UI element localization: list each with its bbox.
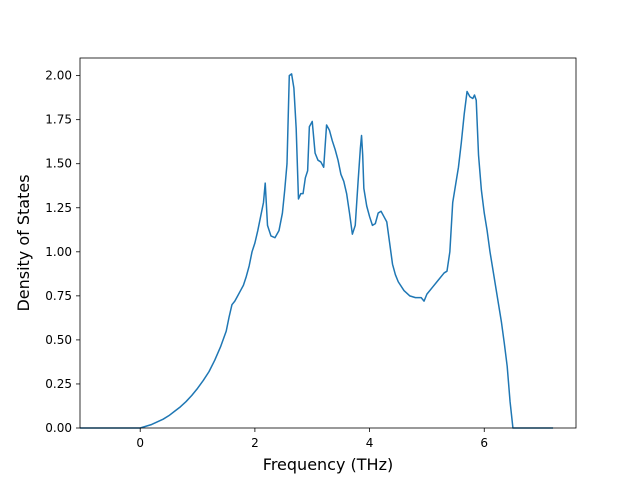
- x-tick-label: 4: [366, 436, 374, 450]
- x-axis-ticks: 0 2 4 6: [136, 428, 488, 450]
- y-tick-label: 1.50: [45, 157, 72, 171]
- y-tick-label: 2.00: [45, 69, 72, 83]
- y-tick-label: 1.75: [45, 113, 72, 127]
- y-tick-label: 1.25: [45, 201, 72, 215]
- x-tick-label: 6: [480, 436, 488, 450]
- y-tick-label: 0.25: [45, 377, 72, 391]
- y-axis-label: Density of States: [14, 174, 33, 311]
- x-tick-label: 2: [251, 436, 259, 450]
- y-tick-label: 0.50: [45, 333, 72, 347]
- y-tick-label: 0.75: [45, 289, 72, 303]
- x-axis-label: Frequency (THz): [263, 455, 393, 474]
- y-tick-label: 0.00: [45, 421, 72, 435]
- x-tick-label: 0: [136, 436, 144, 450]
- plot-frame: [79, 57, 577, 429]
- y-tick-label: 1.00: [45, 245, 72, 259]
- y-axis-ticks: 0.00 0.25 0.50 0.75 1.00 1.25 1.50 1.75 2.00: [45, 69, 80, 435]
- dos-series-line: [80, 73, 554, 429]
- plot-background: [80, 58, 576, 428]
